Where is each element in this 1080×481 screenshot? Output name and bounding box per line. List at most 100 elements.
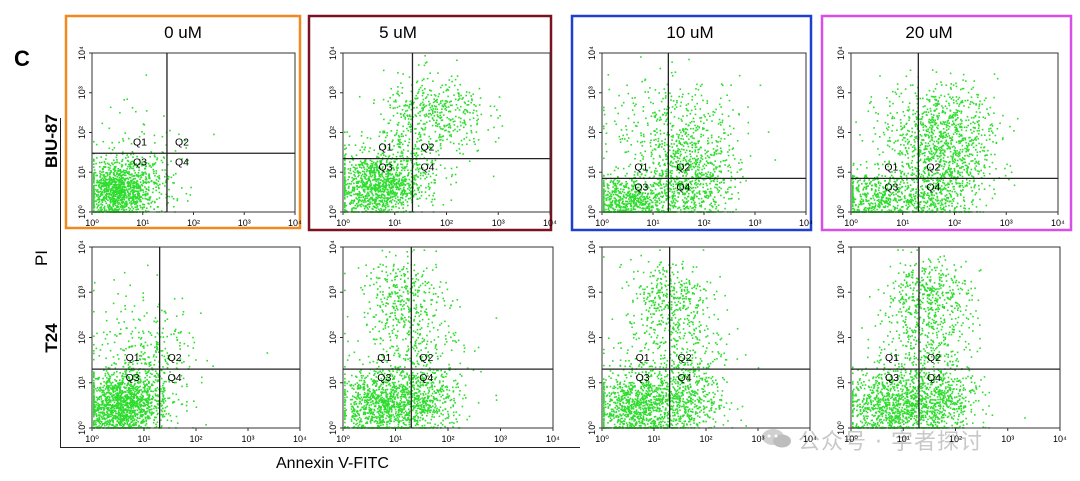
data-point bbox=[665, 183, 667, 185]
data-point bbox=[432, 80, 434, 82]
data-point bbox=[355, 154, 358, 156]
data-point bbox=[129, 163, 131, 166]
data-point bbox=[352, 189, 354, 192]
data-point bbox=[490, 114, 492, 117]
data-point bbox=[716, 166, 718, 169]
data-point bbox=[642, 196, 644, 198]
data-point bbox=[619, 207, 622, 209]
data-point bbox=[455, 149, 458, 152]
data-point bbox=[458, 92, 460, 94]
data-point bbox=[144, 171, 147, 173]
data-point bbox=[130, 204, 132, 206]
data-point bbox=[136, 180, 139, 182]
data-point bbox=[603, 179, 605, 182]
data-point bbox=[398, 178, 401, 180]
data-point bbox=[133, 189, 135, 191]
data-point bbox=[415, 94, 418, 97]
data-point bbox=[117, 167, 119, 170]
data-point bbox=[130, 142, 133, 145]
data-point bbox=[408, 103, 411, 106]
data-point bbox=[118, 169, 120, 172]
data-point bbox=[107, 192, 109, 195]
data-point bbox=[172, 198, 175, 200]
data-point bbox=[344, 154, 346, 157]
data-point bbox=[656, 193, 658, 196]
data-point bbox=[383, 199, 386, 201]
data-point bbox=[619, 138, 622, 141]
data-point bbox=[714, 201, 716, 203]
data-point bbox=[605, 143, 607, 145]
data-point bbox=[644, 197, 646, 199]
data-point bbox=[421, 153, 423, 156]
data-point bbox=[402, 181, 404, 183]
data-point bbox=[421, 89, 424, 92]
data-point bbox=[99, 181, 102, 184]
data-point bbox=[412, 194, 415, 197]
data-point bbox=[381, 158, 384, 161]
data-point bbox=[467, 100, 470, 102]
data-point bbox=[441, 84, 444, 87]
data-point bbox=[181, 187, 183, 189]
data-point bbox=[353, 193, 355, 196]
data-point bbox=[682, 93, 684, 96]
data-point bbox=[659, 180, 661, 182]
data-point bbox=[386, 161, 388, 163]
data-point bbox=[662, 204, 664, 207]
data-point bbox=[382, 69, 385, 72]
data-point bbox=[384, 185, 386, 187]
data-point bbox=[615, 205, 618, 207]
data-point bbox=[416, 175, 419, 178]
data-point bbox=[386, 173, 388, 175]
data-point bbox=[730, 133, 732, 135]
data-point bbox=[706, 151, 708, 153]
data-point bbox=[96, 157, 98, 159]
data-point bbox=[614, 183, 617, 186]
data-point bbox=[443, 125, 446, 128]
data-point bbox=[669, 92, 671, 94]
data-point bbox=[113, 201, 115, 203]
data-point bbox=[157, 206, 159, 208]
data-point bbox=[167, 178, 170, 180]
data-point bbox=[366, 168, 368, 171]
data-point bbox=[707, 150, 709, 152]
data-point bbox=[117, 209, 119, 211]
data-point bbox=[652, 161, 654, 164]
data-point bbox=[438, 154, 440, 156]
data-point bbox=[685, 162, 688, 165]
data-point bbox=[703, 114, 705, 116]
data-point bbox=[706, 173, 708, 176]
data-point bbox=[400, 197, 402, 199]
data-point bbox=[464, 122, 466, 125]
data-point bbox=[700, 157, 702, 159]
data-point bbox=[738, 114, 740, 116]
data-point bbox=[627, 92, 630, 95]
data-point bbox=[401, 92, 403, 94]
data-point bbox=[432, 204, 434, 207]
data-point bbox=[415, 161, 418, 164]
data-point bbox=[96, 207, 99, 209]
data-point bbox=[648, 196, 651, 198]
data-point bbox=[635, 203, 638, 205]
data-point bbox=[372, 205, 375, 208]
data-point bbox=[354, 166, 356, 169]
data-point bbox=[373, 102, 375, 104]
data-point bbox=[740, 168, 743, 170]
data-point bbox=[689, 166, 692, 168]
data-point bbox=[103, 191, 105, 194]
data-point bbox=[117, 197, 119, 200]
data-point bbox=[455, 115, 457, 118]
data-point bbox=[426, 115, 428, 117]
data-point bbox=[143, 203, 146, 206]
data-point bbox=[98, 197, 100, 200]
data-point bbox=[417, 198, 419, 200]
data-point bbox=[630, 189, 633, 191]
data-point bbox=[361, 151, 364, 154]
data-point bbox=[93, 196, 96, 198]
data-point bbox=[129, 167, 131, 170]
data-point bbox=[707, 171, 710, 173]
data-point bbox=[136, 206, 138, 209]
data-point bbox=[401, 86, 404, 89]
data-point bbox=[614, 208, 617, 211]
data-point bbox=[618, 94, 620, 97]
data-point bbox=[688, 138, 690, 141]
